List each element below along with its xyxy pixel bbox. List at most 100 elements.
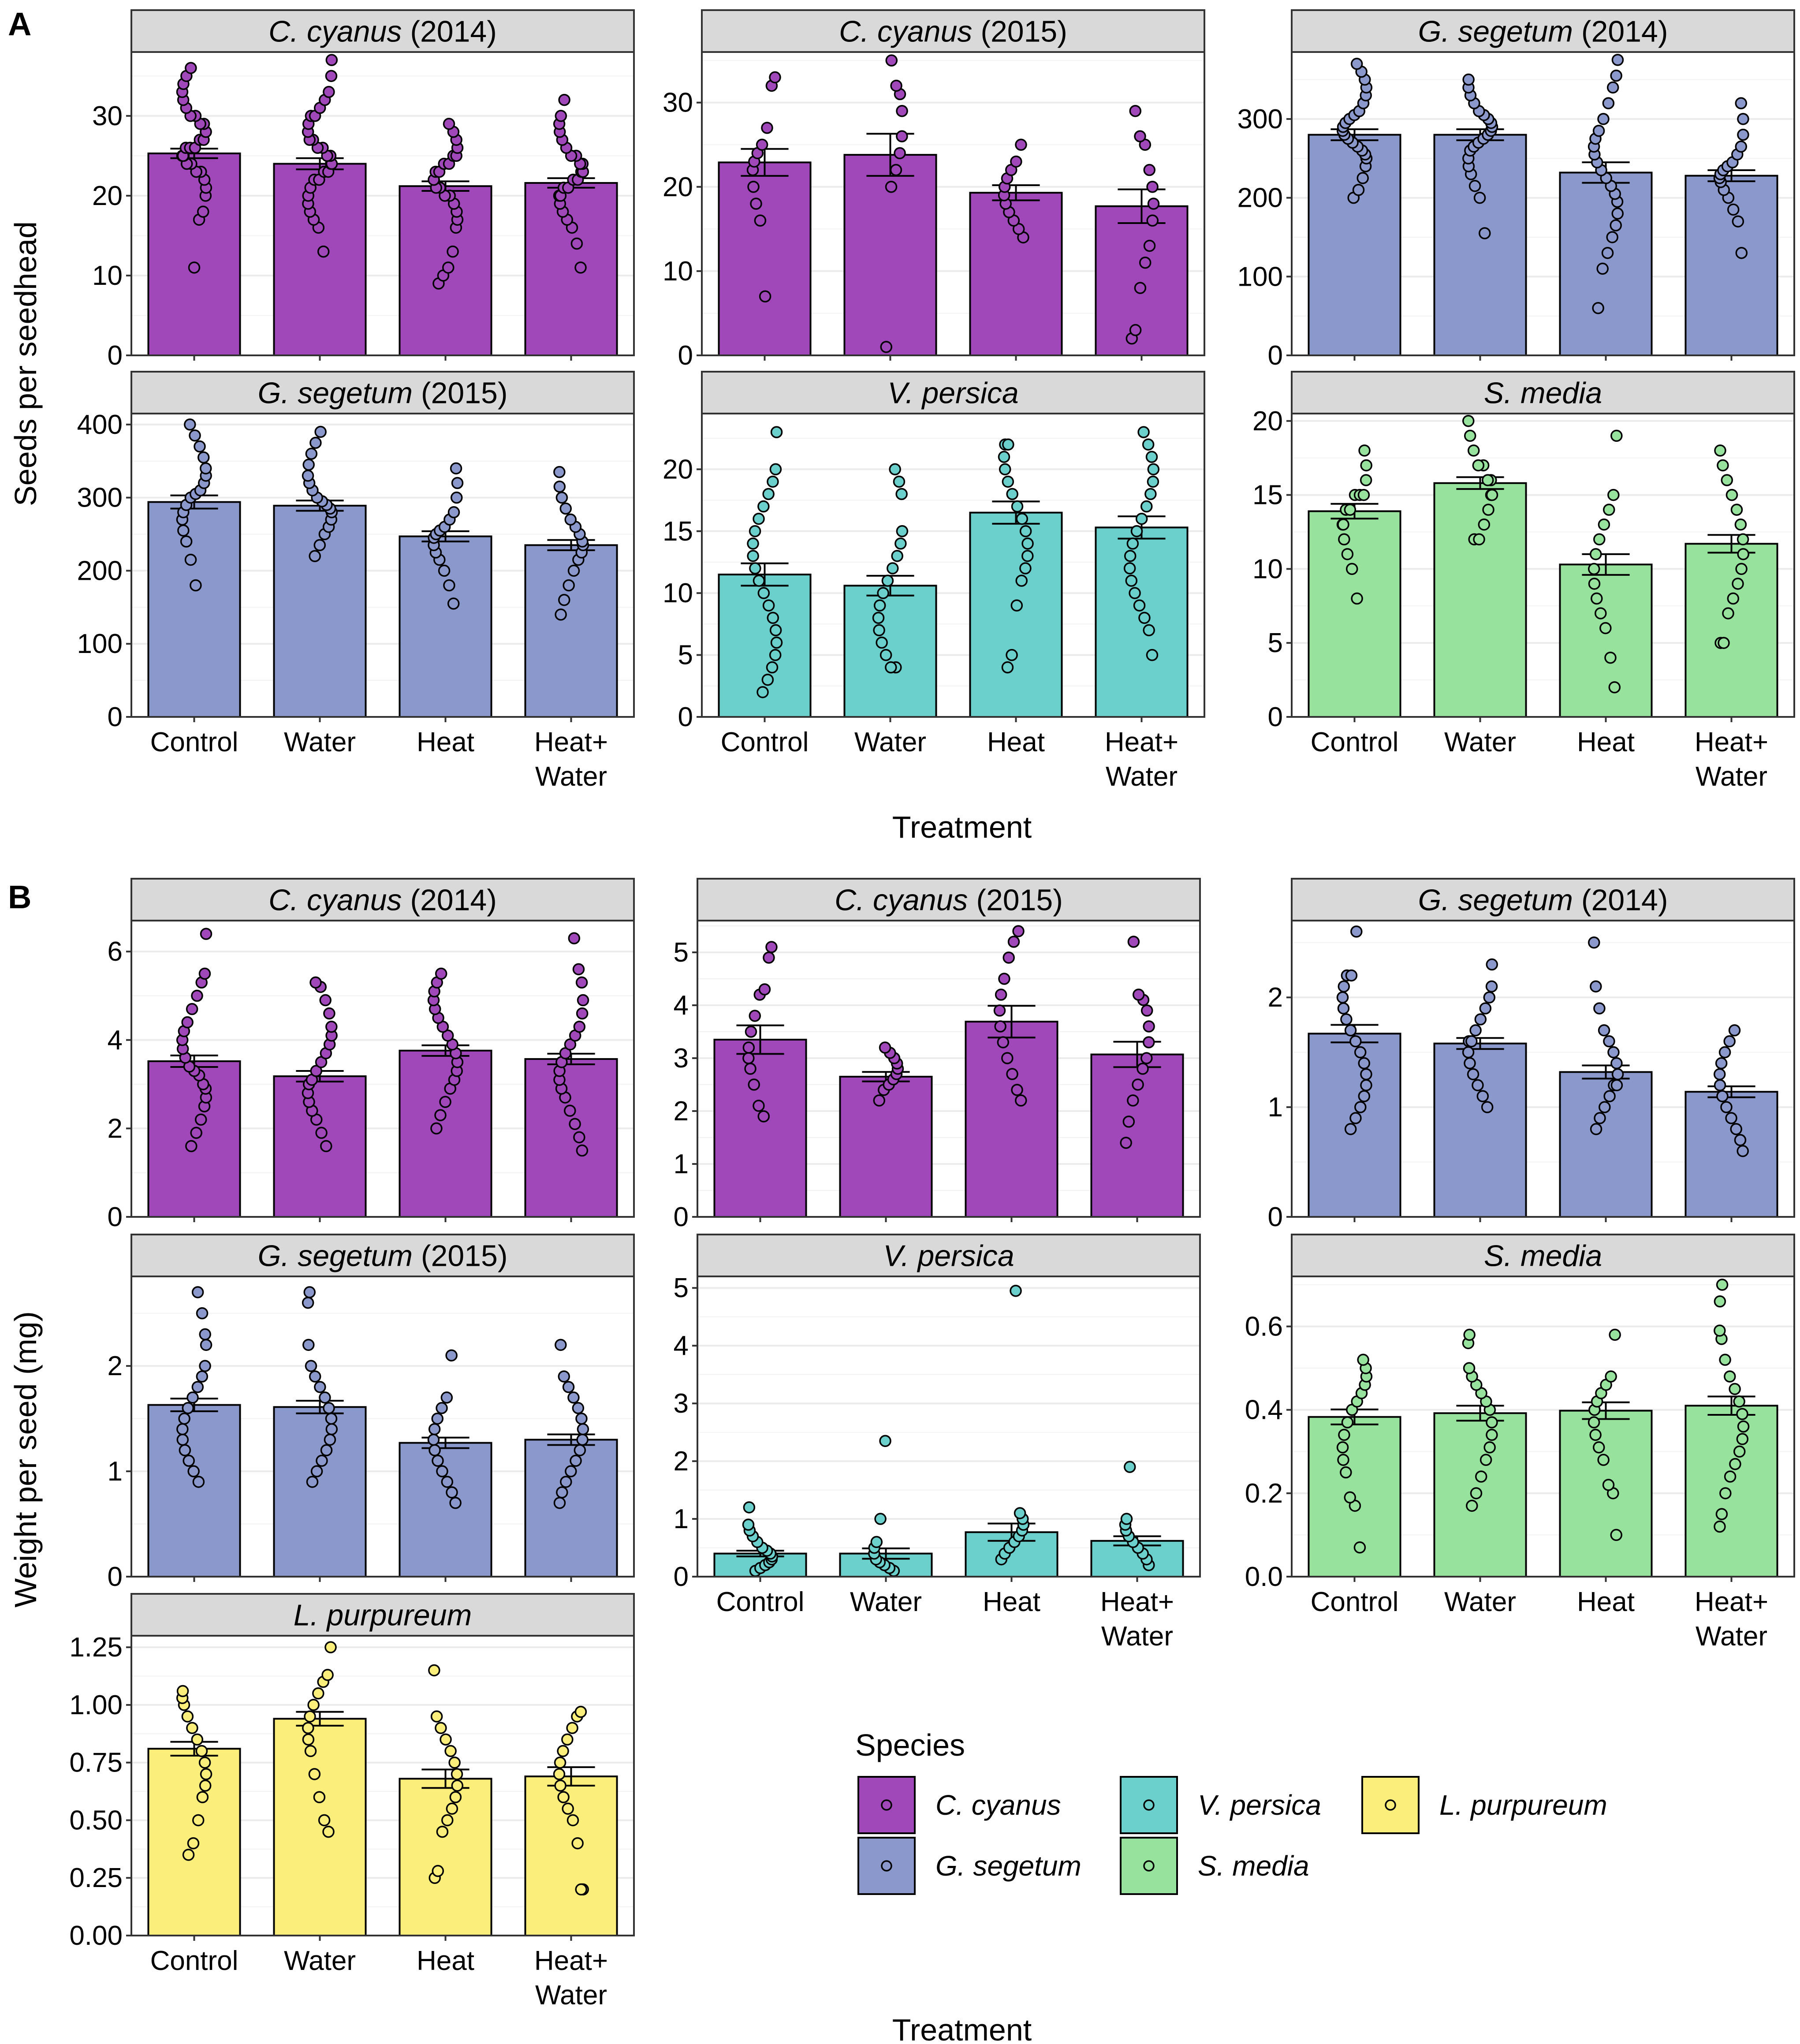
facet-strip xyxy=(701,9,1205,53)
data-point xyxy=(1737,533,1749,546)
data-point xyxy=(182,1849,195,1861)
panel-border xyxy=(701,51,1205,356)
data-point xyxy=(189,429,201,442)
data-point xyxy=(1353,1541,1366,1554)
data-point xyxy=(324,1433,336,1446)
data-point xyxy=(445,1349,458,1361)
x-tick-label: Water xyxy=(1101,1621,1173,1652)
data-point xyxy=(1608,681,1621,694)
data-point xyxy=(1483,991,1496,1003)
y-tick-label: 0 xyxy=(674,1202,689,1232)
data-point xyxy=(1473,191,1486,204)
legend-key-point xyxy=(1143,1799,1155,1811)
data-point xyxy=(181,1710,194,1723)
x-tick-label: Heat+ xyxy=(1100,1587,1174,1617)
x-tick-label: Water xyxy=(284,727,356,757)
data-point xyxy=(1714,1295,1726,1308)
data-point xyxy=(1345,969,1358,982)
facet-12-s-media: S. media 0.0 0.2 0.4 0.6 Control Water Heat Heat… xyxy=(1245,1234,1795,1652)
data-point xyxy=(574,1705,587,1718)
bar xyxy=(273,163,367,356)
facet-strip-year: (2014) xyxy=(402,884,496,917)
y-tick-label: 2 xyxy=(674,1096,689,1126)
data-point xyxy=(190,579,202,592)
data-point xyxy=(761,674,774,686)
data-point xyxy=(562,1381,575,1393)
y-tick-label: 0 xyxy=(108,1562,123,1592)
legend-label: L. purpureum xyxy=(1439,1789,1607,1821)
y-tick-label: 0.0 xyxy=(1245,1562,1283,1592)
y-tick-label: 400 xyxy=(77,410,123,440)
data-point xyxy=(1737,1145,1749,1157)
y-tick-label: 0 xyxy=(678,340,693,371)
data-point xyxy=(1590,1123,1602,1135)
data-point xyxy=(190,1126,202,1139)
data-point xyxy=(1479,1002,1492,1015)
data-point xyxy=(893,475,906,488)
facet-strip-species: S. media xyxy=(1484,377,1602,410)
data-point xyxy=(1344,1024,1357,1037)
data-point xyxy=(1729,1383,1741,1395)
data-point xyxy=(1609,1328,1621,1341)
data-point xyxy=(564,1038,577,1051)
data-point xyxy=(1140,1004,1153,1017)
data-point xyxy=(570,1455,582,1467)
data-point xyxy=(191,1381,204,1393)
data-point xyxy=(1002,438,1014,451)
data-point xyxy=(744,1063,757,1075)
data-point xyxy=(195,1745,208,1757)
data-point xyxy=(1598,1024,1610,1037)
data-point xyxy=(576,1007,589,1020)
data-point xyxy=(575,1883,587,1896)
data-point xyxy=(191,1733,204,1746)
data-point xyxy=(564,1104,576,1117)
data-point xyxy=(176,1433,189,1446)
facet-strip xyxy=(701,371,1205,414)
y-tick-label: 15 xyxy=(1252,480,1283,511)
data-point xyxy=(1721,474,1733,486)
data-point xyxy=(432,1455,444,1467)
data-point xyxy=(555,608,567,621)
data-point xyxy=(1462,415,1475,427)
data-point xyxy=(314,1381,326,1393)
data-point xyxy=(743,1501,756,1514)
facet-strip-title: L. purpureum xyxy=(294,1599,472,1632)
data-point xyxy=(1610,69,1622,82)
data-point xyxy=(325,1412,338,1425)
y-tick-label: 30 xyxy=(663,88,693,118)
data-point xyxy=(1601,246,1614,259)
data-point xyxy=(1719,1354,1731,1366)
data-point xyxy=(441,1814,454,1827)
data-point xyxy=(1012,925,1025,937)
data-point xyxy=(178,1412,190,1425)
data-point xyxy=(1724,1470,1737,1483)
data-point xyxy=(320,1140,332,1153)
data-point xyxy=(1716,1090,1729,1102)
data-point xyxy=(197,451,210,464)
data-point xyxy=(1468,180,1481,192)
data-point xyxy=(896,525,909,537)
data-point xyxy=(876,636,888,649)
y-tick-label: 0.4 xyxy=(1245,1395,1283,1425)
data-point xyxy=(1599,622,1612,634)
data-point xyxy=(1734,518,1747,531)
data-point xyxy=(187,1837,200,1850)
panel-border xyxy=(1291,1276,1795,1578)
data-point xyxy=(186,1003,198,1015)
data-point xyxy=(1337,1002,1350,1015)
data-point xyxy=(179,1444,191,1457)
data-point xyxy=(757,500,770,513)
facet-strip xyxy=(697,878,1201,921)
data-point xyxy=(303,1286,316,1298)
legend-key-point xyxy=(881,1799,892,1811)
bar xyxy=(839,1076,933,1218)
data-point xyxy=(1593,1002,1606,1015)
data-point xyxy=(309,976,322,989)
data-point xyxy=(197,205,209,218)
facet-strip-species: C. cyanus xyxy=(268,15,402,48)
data-point xyxy=(758,983,771,996)
bar xyxy=(147,1404,241,1578)
data-point xyxy=(567,1391,580,1404)
facet-1-c-cyanus: C. cyanus (2014) 0 10 20 30 xyxy=(92,9,635,371)
